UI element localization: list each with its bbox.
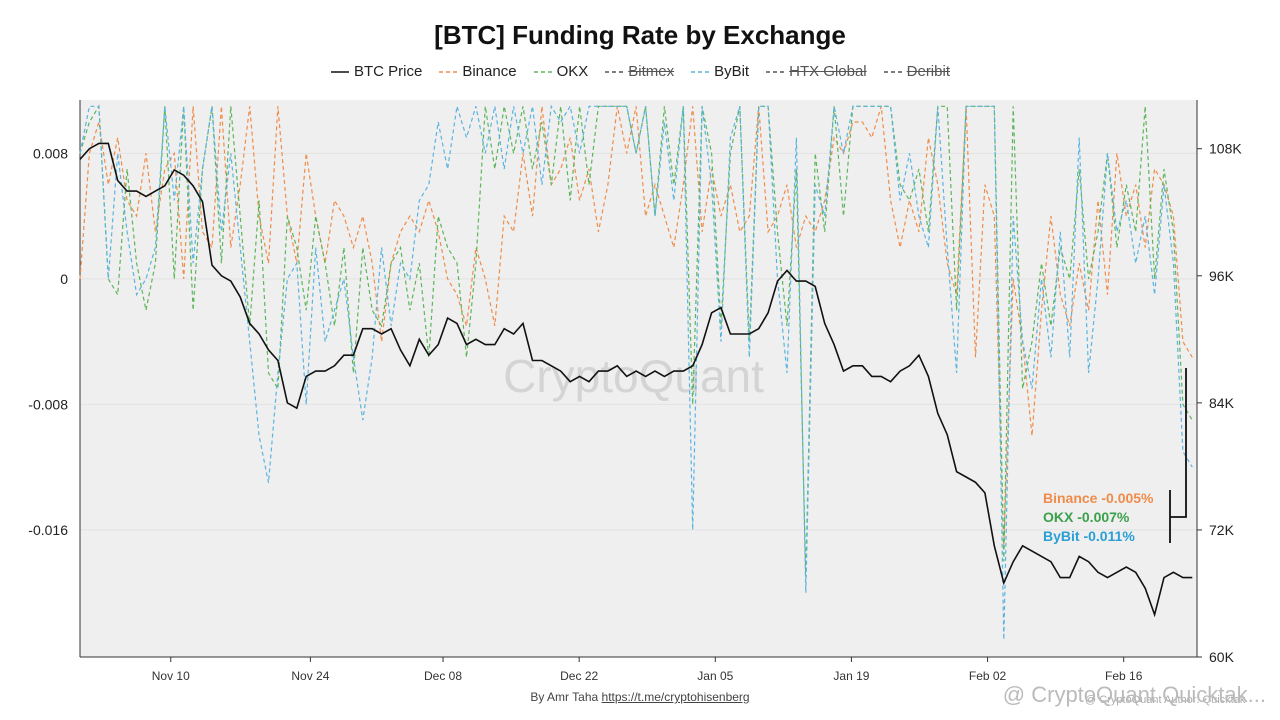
legend-item-btc-price[interactable]: BTC Price	[330, 63, 422, 80]
legend-swatch	[533, 70, 552, 73]
series-line-btc-price	[79, 142, 1193, 618]
annotation-bracket	[1169, 368, 1187, 543]
legend-label: Binance	[462, 62, 517, 80]
series-line-bybit	[79, 104, 1193, 640]
legend-swatch	[691, 70, 710, 73]
right-tick-label: 108K	[1209, 141, 1242, 157]
credit-author: By Amr Taha	[530, 690, 599, 704]
legend-item-okx[interactable]: OKX	[533, 62, 589, 80]
credit-line: By Amr Taha https://t.me/cryptohisenberg	[0, 690, 1280, 704]
right-tick-label: 60K	[1209, 649, 1235, 665]
x-tick-label: Dec 22	[560, 669, 598, 683]
x-tick-label: Nov 10	[152, 669, 190, 683]
legend-swatch	[766, 70, 785, 73]
legend-swatch	[331, 70, 349, 73]
legend-swatch	[439, 70, 458, 73]
left-tick-label: -0.016	[28, 522, 68, 538]
corner-watermark: @ CryptoQuant Quicktak...	[1002, 682, 1266, 707]
legend-label: OKX	[556, 62, 589, 80]
x-tick-label: Dec 08	[424, 669, 462, 683]
chart-legend: BTC Price Binance OKX Bitmex ByBit HTX Global…	[0, 62, 1280, 80]
legend-item-bitmex[interactable]: Bitmex	[604, 63, 674, 80]
chart-title: [BTC] Funding Rate by Exchange	[434, 20, 846, 50]
x-tick-label: Feb 16	[1105, 669, 1143, 683]
right-tick-label: 84K	[1209, 395, 1235, 411]
x-tick-label: Nov 24	[291, 669, 329, 683]
legend-swatch	[605, 70, 624, 73]
left-tick-label: 0	[60, 271, 68, 287]
legend-label: HTX Global	[789, 62, 867, 80]
legend-item-htx-global[interactable]: HTX Global	[765, 63, 867, 80]
x-tick-label: Jan 05	[697, 669, 733, 683]
legend-label: ByBit	[714, 62, 750, 80]
credit-link[interactable]: https://t.me/cryptohisenberg	[601, 690, 750, 704]
legend-label: Deribit	[906, 62, 950, 80]
legend-label: Bitmex	[628, 62, 675, 80]
annotation-text: ByBit -0.011%	[1043, 528, 1135, 544]
series-line-binance	[79, 106, 1193, 546]
plot-background	[80, 100, 1197, 657]
legend-item-bybit[interactable]: ByBit	[690, 63, 749, 80]
right-tick-label: 72K	[1209, 522, 1235, 538]
right-tick-label: 96K	[1209, 268, 1235, 284]
watermark-text: CryptoQuant	[503, 350, 764, 402]
legend-item-binance[interactable]: Binance	[438, 62, 517, 80]
annotation-text: Binance -0.005%	[1043, 490, 1154, 506]
legend-label: BTC Price	[354, 62, 423, 80]
legend-item-deribit[interactable]: Deribit	[883, 63, 950, 80]
annotation-text: OKX -0.007%	[1043, 509, 1130, 525]
left-tick-label: 0.008	[33, 145, 68, 161]
corner-watermark-small: @ CryptoQuant Author: Quicktak	[1085, 694, 1246, 706]
left-tick-label: -0.008	[28, 396, 68, 412]
legend-swatch	[883, 70, 902, 73]
x-tick-label: Jan 19	[833, 669, 869, 683]
x-tick-label: Feb 02	[969, 669, 1007, 683]
